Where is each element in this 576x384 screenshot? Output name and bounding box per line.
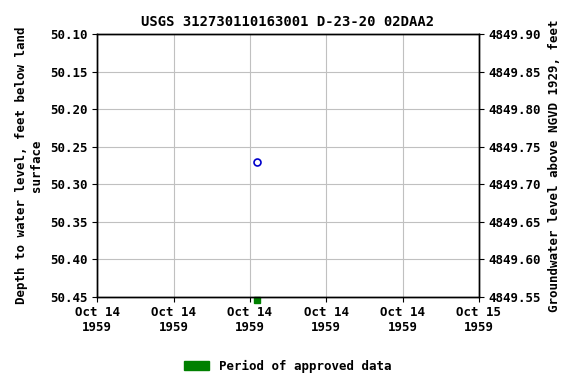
Title: USGS 312730110163001 D-23-20 02DAA2: USGS 312730110163001 D-23-20 02DAA2 xyxy=(142,15,434,29)
Y-axis label: Groundwater level above NGVD 1929, feet: Groundwater level above NGVD 1929, feet xyxy=(548,19,561,312)
Legend: Period of approved data: Period of approved data xyxy=(179,355,397,378)
Y-axis label: Depth to water level, feet below land
surface: Depth to water level, feet below land su… xyxy=(15,27,43,304)
